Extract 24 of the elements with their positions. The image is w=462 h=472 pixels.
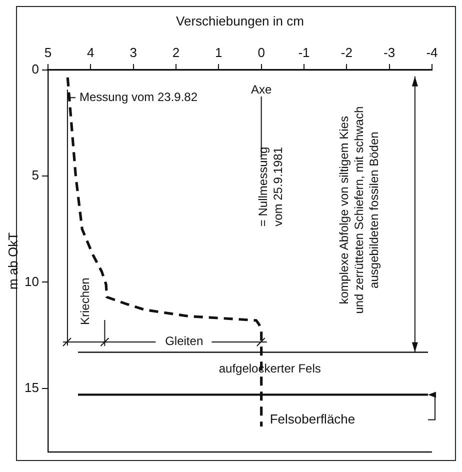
annotation: = Nullmessung vom 25.9.1981 xyxy=(256,146,286,227)
annotation: Gleiten xyxy=(165,334,204,348)
x-tick-label: 1 xyxy=(215,44,222,60)
annotation: Kriechen xyxy=(78,278,92,326)
ref-line-label: Felsoberfläche xyxy=(270,411,356,426)
x-tick-label: 3 xyxy=(130,44,137,60)
x-tick-label: 4 xyxy=(87,44,94,60)
y-tick-label: 10 xyxy=(24,274,39,289)
x-tick-label: 2 xyxy=(172,44,180,60)
x-tick-label: 5 xyxy=(44,44,52,60)
annotation: Messung vom 23.9.82 xyxy=(79,90,198,104)
x-tick-label: -2 xyxy=(340,44,352,60)
y-tick-label: 0 xyxy=(32,62,39,77)
x-tick-label: -1 xyxy=(298,44,310,60)
x-axis-title: Verschiebungen in cm xyxy=(176,13,304,28)
x-tick-label: -3 xyxy=(384,44,396,60)
annotation: aufgelockerter Fels xyxy=(218,362,321,376)
y-axis-title: m ab OkT xyxy=(5,232,20,290)
x-tick-label: 0 xyxy=(258,44,265,60)
annotation: Axe xyxy=(250,82,272,96)
x-tick-label: -4 xyxy=(426,44,438,60)
y-tick-label: 15 xyxy=(24,380,39,395)
y-tick-label: 5 xyxy=(32,168,39,183)
annotation: komplexe Abfolge von siltigem Kies und zerrütteten Schiefern, mit schwach ausgebildeten fossilen Böden xyxy=(336,106,381,314)
